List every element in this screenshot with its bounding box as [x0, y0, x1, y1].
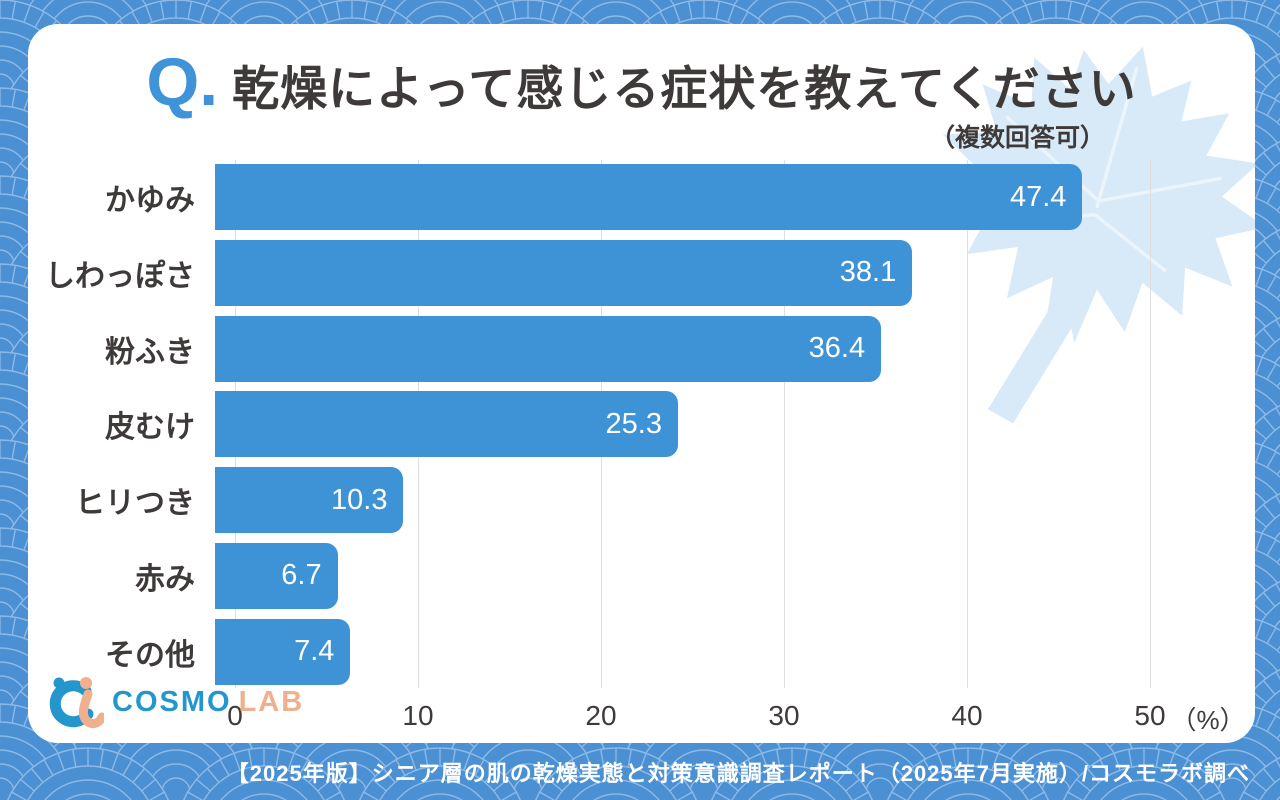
bar: 25.3: [215, 391, 678, 458]
bar-row: 皮むけ 25.3: [28, 391, 1150, 458]
bar-row: しわっぽさ 38.1: [28, 239, 1150, 306]
value-label: 6.7: [281, 559, 322, 592]
gridline: [784, 160, 785, 688]
category-label: しわっぽさ: [45, 259, 195, 293]
value-label: 36.4: [808, 332, 866, 365]
bar: 47.4: [215, 164, 1083, 230]
page-title: Q. 乾燥によって感じる症状を教えてください: [28, 48, 1255, 116]
category-label: 皮むけ: [105, 411, 195, 445]
logo-lab-text: LAB: [238, 685, 305, 718]
bar: 10.3: [215, 467, 404, 534]
bar-track: 6.7: [215, 542, 1130, 609]
x-tick-label: 10: [402, 700, 434, 731]
category-label: 赤み: [135, 562, 195, 596]
x-axis: （%） 0 10 20 30 40 50: [227, 700, 1245, 736]
category-label: 粉ふき: [105, 335, 195, 369]
value-label: 38.1: [839, 256, 897, 289]
value-label: 7.4: [294, 635, 335, 668]
bar-track: 47.4: [215, 164, 1130, 230]
survey-source-note: 【2025年版】シニア層の肌の乾燥実態と対策意識調査レポート（2025年7月実施…: [226, 761, 1250, 786]
category-label: ヒリつき: [75, 487, 195, 521]
logo-cosmo-text: COSMO: [112, 685, 232, 718]
bar: 7.4: [215, 618, 351, 685]
cosmo-lab-logo-icon: [49, 677, 104, 729]
x-tick-label: 30: [768, 700, 800, 731]
value-label: 47.4: [1009, 180, 1067, 213]
bar-row: 粉ふき 36.4: [28, 315, 1150, 382]
question-mark-accent: Q.: [146, 44, 219, 120]
bar: 36.4: [215, 315, 882, 382]
bar-track: 36.4: [215, 315, 1130, 382]
x-tick-label: 50: [1134, 700, 1166, 731]
category-label: かゆみ: [105, 184, 195, 217]
bar-chart: かゆみ 47.4 しわっぽさ 38.1 粉ふき 36.4 皮むけ 25.3 ヒリつき 10.3 赤み…: [28, 164, 1150, 695]
x-tick-label: 20: [585, 700, 617, 731]
subtitle-multiple-answers: （複数回答可）: [929, 124, 1105, 152]
bar-row: その他 7.4: [28, 618, 1150, 685]
bar-track: 25.3: [215, 391, 1130, 458]
gridline: [967, 160, 968, 688]
bar-row: ヒリつき 10.3: [28, 467, 1150, 534]
title-text: 乾燥によって感じる症状を教えてください: [232, 62, 1137, 115]
bar-track: 38.1: [215, 239, 1130, 306]
value-label: 25.3: [605, 407, 662, 440]
gridline: [1150, 160, 1151, 688]
category-label: その他: [105, 638, 195, 672]
bar-track: 10.3: [215, 467, 1130, 534]
bar-row: かゆみ 47.4: [28, 164, 1150, 230]
content-card: Q. 乾燥によって感じる症状を教えてください （複数回答可） かゆみ 47.4 しわ…: [28, 24, 1255, 743]
bar: 38.1: [215, 239, 913, 306]
x-axis-unit-label: （%）: [1170, 705, 1246, 735]
cosmo-lab-logo: COSMO LAB: [46, 674, 304, 730]
bar-row: 赤み 6.7: [28, 542, 1150, 609]
bar-track: 7.4: [215, 618, 1130, 685]
x-tick-label: 40: [951, 700, 983, 731]
bar: 6.7: [215, 542, 338, 609]
value-label: 10.3: [331, 483, 388, 516]
x-tick-label: 0: [227, 700, 243, 731]
